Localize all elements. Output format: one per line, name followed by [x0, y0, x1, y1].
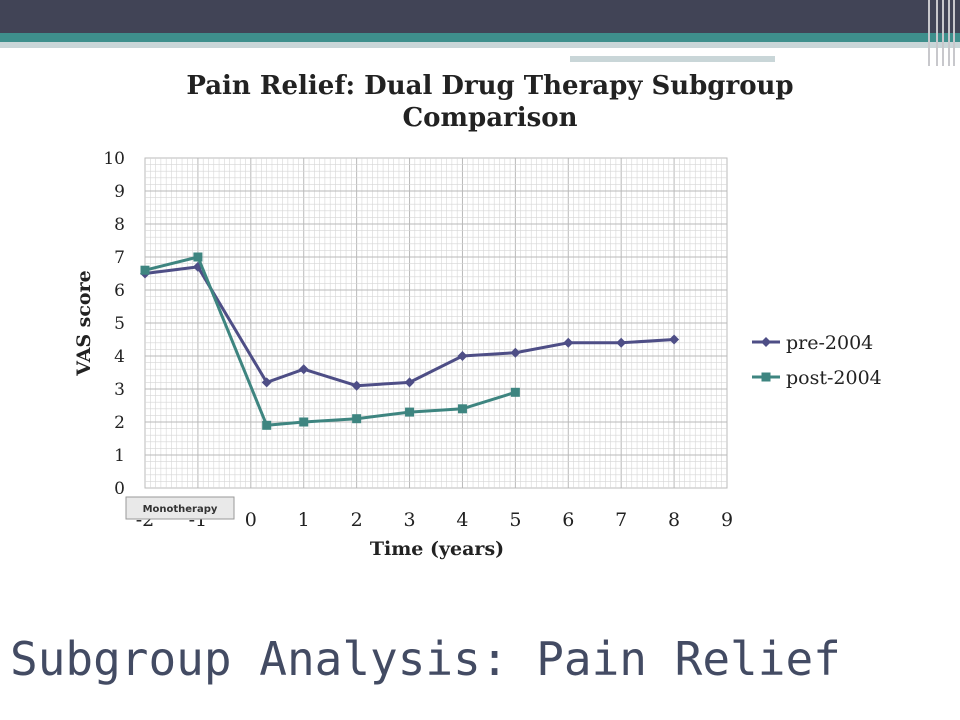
monotherapy-annotation: Monotherapy [125, 496, 235, 520]
chart-title: Pain Relief: Dual Drug Therapy Subgroup … [186, 71, 794, 133]
header-band-light-2 [570, 56, 775, 62]
header-band-teal [0, 33, 960, 42]
pre-2004-point [616, 337, 627, 348]
x-tick-label: 1 [298, 509, 310, 531]
x-tick-label: 9 [721, 509, 733, 531]
header-band-end-lines [928, 0, 955, 66]
y-tick-label: 5 [114, 314, 125, 334]
x-tick-label: 2 [351, 509, 363, 531]
pre-2004-point [563, 337, 574, 348]
y-tick-label: 7 [114, 248, 125, 268]
post-2004-point [140, 265, 150, 275]
x-tick-label: 8 [668, 509, 680, 531]
header-band-end-line [953, 0, 955, 66]
slide-title: Subgroup Analysis: Pain Relief [10, 632, 841, 686]
legend-label: pre-2004 [786, 332, 873, 354]
x-tick-label: 6 [562, 509, 574, 531]
x-tick-label: 7 [615, 509, 627, 531]
header-band-white-line [570, 50, 890, 52]
post-2004-point [352, 414, 362, 424]
post-2004-point [262, 420, 272, 430]
chart-series [140, 252, 680, 430]
chart-grid [144, 157, 728, 489]
x-tick-label: 4 [456, 509, 468, 531]
pre-2004-point [261, 377, 272, 388]
post-2004-point [761, 372, 771, 382]
x-tick-label: 3 [403, 509, 415, 531]
post-2004-point [193, 252, 203, 262]
pre-2004-point [404, 377, 415, 388]
y-tick-label: 6 [114, 281, 125, 301]
pre-2004-point [457, 351, 468, 361]
y-tick-label: 3 [114, 380, 125, 400]
x-tick-label: 5 [509, 509, 521, 531]
header-band-end-line [942, 0, 944, 66]
post-2004-line [144, 255, 516, 427]
y-tick-label: 2 [114, 413, 125, 433]
post-2004-point [405, 407, 415, 417]
header-band [0, 0, 960, 66]
pre-2004-point [761, 337, 771, 347]
header-band-light [0, 42, 960, 48]
pre-2004-point [510, 347, 521, 358]
y-tick-label: 4 [114, 347, 125, 367]
pre-2004-point [351, 380, 362, 391]
y-tick-label: 8 [114, 215, 125, 235]
y-tick-label: 1 [114, 446, 125, 466]
header-band-end-line [948, 0, 950, 66]
pre-2004-point [669, 334, 680, 345]
y-tick-label: 9 [114, 182, 125, 202]
y-tick-label: 10 [103, 149, 125, 169]
y-axis-label: VAS score [73, 270, 95, 376]
post-2004-point [457, 404, 467, 414]
x-axis-label: Time (years) [370, 538, 504, 560]
post-2004-point [510, 387, 520, 397]
header-band-end-line [928, 0, 930, 66]
y-tick-label: 0 [114, 479, 125, 499]
chart-legend: pre-2004 post-2004 [752, 332, 882, 389]
header-band-dark [0, 0, 960, 33]
legend-label: post-2004 [786, 367, 882, 389]
header-band-end-line [936, 0, 938, 66]
monotherapy-label: Monotherapy [143, 504, 218, 515]
x-tick-label: 0 [245, 509, 257, 531]
pre-2004-point [298, 364, 309, 375]
post-2004-point [299, 417, 309, 427]
